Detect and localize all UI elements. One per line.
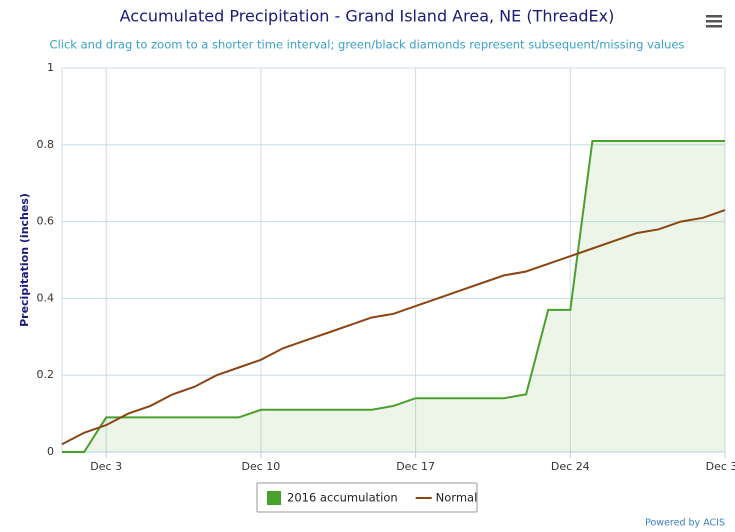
x-tick-label: Dec 17 xyxy=(396,460,435,473)
x-tick-label: Dec 3 xyxy=(90,460,122,473)
series-line xyxy=(61,209,726,446)
legend: 2016 accumulation Normal xyxy=(256,482,478,513)
series-line xyxy=(62,140,725,453)
legend-box xyxy=(256,482,478,513)
menu-button[interactable] xyxy=(700,6,728,34)
y-tick-label: 0.2 xyxy=(37,368,55,381)
legend-label: 2016 accumulation xyxy=(287,491,398,505)
menu-bar xyxy=(706,25,722,28)
y-tick-label: 0 xyxy=(47,445,54,458)
x-tick-label: Dec 24 xyxy=(551,460,590,473)
menu-bar xyxy=(706,15,722,18)
y-tick-label: 0.4 xyxy=(37,291,55,304)
legend-symbol xyxy=(267,491,281,505)
legend-label: Normal xyxy=(436,491,478,505)
legend-item[interactable]: 2016 accumulation xyxy=(267,491,398,506)
credits: Powered by ACIS xyxy=(645,518,725,529)
y-tick-label: 0.6 xyxy=(37,215,55,228)
y-axis-label: Precipitation (inches) xyxy=(18,193,31,327)
y-tick-label: 1 xyxy=(47,61,54,74)
menu-bar xyxy=(706,20,722,23)
y-tick-label: 0.8 xyxy=(37,138,55,151)
series-area xyxy=(62,141,725,452)
x-tick-label: Dec 10 xyxy=(242,460,281,473)
chart-title: Accumulated Precipitation - Grand Island… xyxy=(120,7,615,26)
x-tick-label: Dec 31 xyxy=(706,460,735,473)
legend-item[interactable]: Normal xyxy=(415,491,478,505)
chart-subtitle: Click and drag to zoom to a shorter time… xyxy=(50,38,685,52)
